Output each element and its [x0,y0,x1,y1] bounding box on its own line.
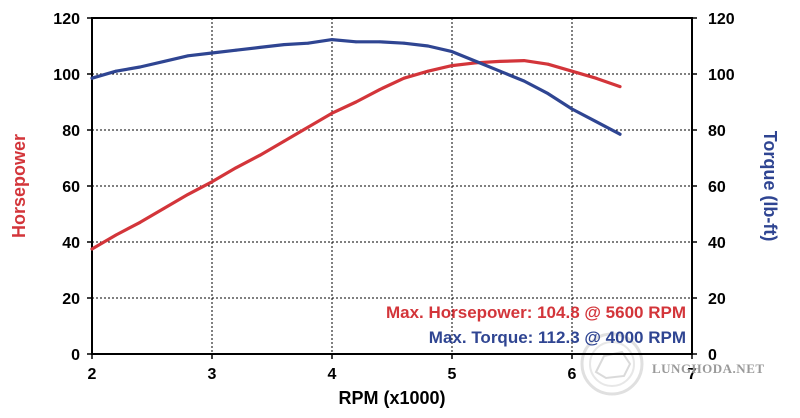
torque-point [90,76,94,80]
watermark-logo [580,332,644,396]
torque-point [474,60,478,63]
torque-point [186,54,190,58]
torque-point [498,69,502,73]
horsepower-point [186,193,190,196]
horsepower-point [450,64,454,67]
x-axis-ticks: 2 3 4 5 6 7 [88,354,697,383]
x-tick-label: 4 [328,366,337,383]
horsepower-point [282,139,286,143]
torque-point [402,41,406,45]
annotation-max-horsepower: Max. Horsepower: 104.8 @ 5600 RPM [386,303,686,322]
torque-point [522,79,526,83]
torque-point [114,69,118,73]
horsepower-point [618,85,622,88]
right-tick-label: 40 [708,235,726,252]
torque-point [378,40,382,44]
torque-point [162,60,166,63]
x-tick-label: 2 [88,366,97,383]
left-axis-title: Horsepower [9,134,29,238]
left-tick-label: 20 [62,291,80,308]
torque-point [282,43,286,46]
horsepower-point [138,221,142,224]
watermark-text: LUNGHODA.NET [652,361,765,376]
right-tick-label: 20 [708,291,726,308]
horsepower-point [426,69,430,73]
horsepower-point [522,59,526,62]
horsepower-point [570,69,574,73]
left-tick-label: 80 [62,123,80,140]
right-tick-label: 80 [708,123,726,140]
left-tick-label: 60 [62,179,80,196]
torque-point [258,46,262,49]
horsepower-point [210,180,214,184]
torque-point [426,44,430,48]
horsepower-point [594,76,598,80]
torque-point [138,65,142,69]
torque-point [450,50,454,53]
horsepower-point [114,233,118,237]
torque-point [210,51,214,55]
horsepower-point [162,207,166,210]
torque-point [234,48,238,52]
horsepower-point [330,111,334,115]
horsepower-point [258,153,262,157]
right-axis-ticks: 0 20 40 60 80 100 120 [692,11,735,364]
torque-point [594,120,598,123]
left-tick-label: 0 [71,347,80,364]
left-axis-ticks: 0 20 40 60 80 100 120 [53,11,92,364]
left-tick-label: 100 [53,67,80,84]
x-axis-title: RPM (x1000) [338,388,445,408]
torque-point [330,38,334,41]
horsepower-point [498,60,502,63]
x-tick-label: 5 [448,366,457,383]
right-tick-label: 100 [708,67,735,84]
horsepower-point [306,125,310,129]
grid-lines [92,18,692,354]
torque-point [306,41,310,45]
right-tick-label: 0 [708,347,717,364]
x-tick-label: 6 [568,366,577,383]
right-tick-label: 120 [708,11,735,28]
horsepower-point [354,100,358,104]
horsepower-point [546,62,550,66]
right-axis-title: Torque (lb-ft) [760,131,780,242]
torque-point [618,132,622,136]
torque-point [546,92,550,95]
left-tick-label: 40 [62,235,80,252]
x-tick-label: 7 [688,366,697,383]
torque-point [570,107,574,111]
x-tick-label: 3 [208,366,217,383]
right-tick-label: 60 [708,179,726,196]
series-layer [90,37,622,251]
horsepower-point [402,76,406,80]
horsepower-point [378,88,382,91]
annotation-max-torque: Max. Torque: 112.3 @ 4000 RPM [429,328,686,347]
horsepower-point [90,247,94,251]
left-tick-label: 120 [53,11,80,28]
torque-line [90,37,622,136]
horsepower-point [234,166,238,170]
torque-point [354,40,358,44]
